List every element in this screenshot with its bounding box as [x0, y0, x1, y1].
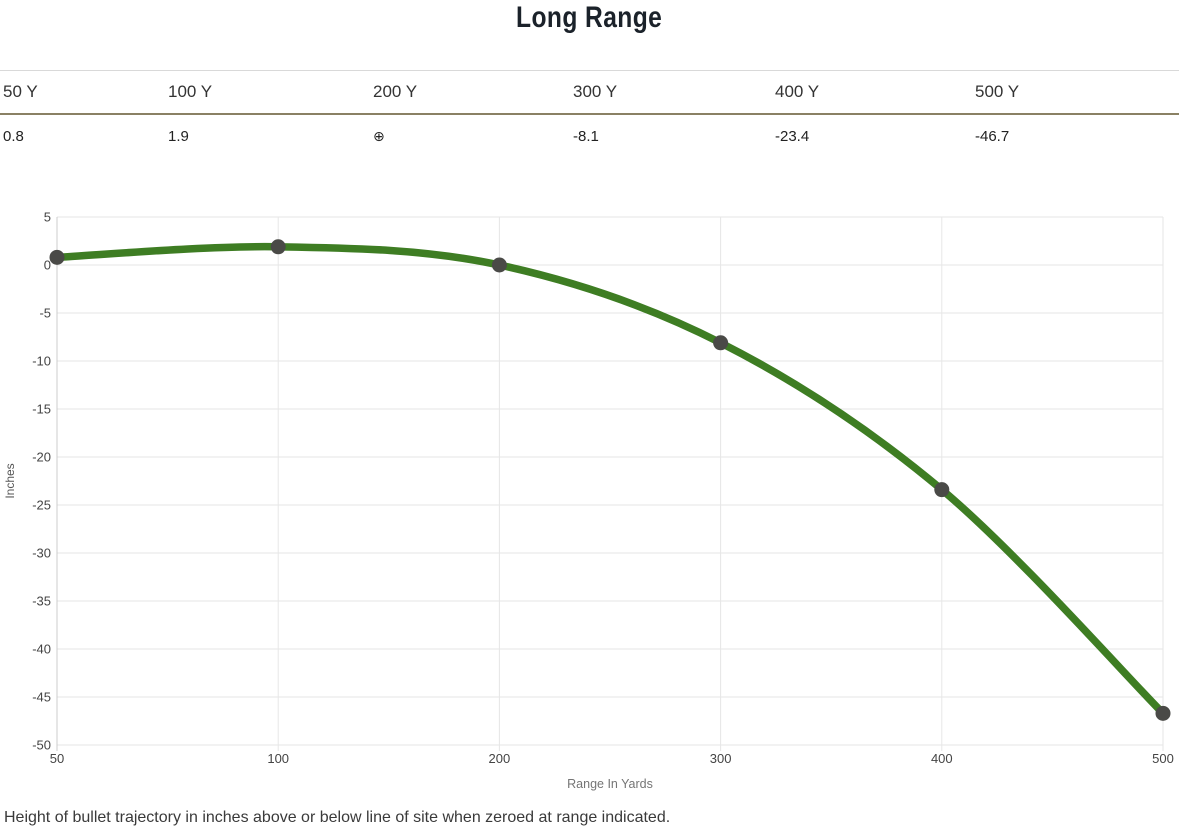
y-tick-label: -10	[32, 354, 51, 369]
y-tick-label: 0	[44, 258, 51, 273]
drop-value-300y: -8.1	[573, 128, 599, 145]
chart-point-100[interactable]	[270, 239, 286, 255]
col-header-100y: 100 Y	[165, 70, 370, 115]
table-header-row: 50 Y 100 Y 200 Y 300 Y 400 Y 500 Y	[0, 70, 1179, 115]
table-value-row: 0.8 1.9 ⊕ -8.1 -23.4 -46.7	[0, 114, 1179, 158]
y-tick-label: -40	[32, 642, 51, 657]
trajectory-line	[53, 242, 1167, 718]
y-tick-label: -45	[32, 690, 51, 705]
chart-point-400[interactable]	[934, 482, 950, 498]
y-tick-label: -5	[39, 306, 51, 321]
x-tick-label: 500	[1152, 751, 1174, 766]
zero-crosshair-icon: ⊕	[373, 129, 385, 145]
drop-value-200y: ⊕	[370, 114, 570, 158]
page-title-text: Long Range	[516, 1, 663, 34]
x-tick-label: 200	[489, 751, 511, 766]
y-tick-label: -15	[32, 402, 51, 417]
col-header-400y: 400 Y	[772, 70, 972, 115]
y-tick-label: -25	[32, 498, 51, 513]
chart-point-300[interactable]	[713, 335, 729, 351]
x-tick-label: 300	[710, 751, 732, 766]
y-tick-label: -50	[32, 738, 51, 753]
chart-point-50[interactable]	[49, 249, 65, 265]
x-tick-label: 100	[267, 751, 289, 766]
drop-value-400y: -23.4	[775, 128, 810, 145]
y-tick-label: -30	[32, 546, 51, 561]
col-header-300y: 300 Y	[570, 70, 772, 115]
x-tick-label: 400	[931, 751, 953, 766]
chart-point-500[interactable]	[1155, 705, 1171, 721]
y-axis-title: Inches	[3, 463, 17, 498]
col-header-200y: 200 Y	[370, 70, 570, 115]
trajectory-table: 50 Y 100 Y 200 Y 300 Y 400 Y 500 Y 0.8 1…	[0, 70, 1179, 158]
x-axis-title: Range In Yards	[567, 777, 653, 791]
col-header-500y: 500 Y	[972, 70, 1179, 115]
y-tick-label: -35	[32, 594, 51, 609]
drop-value-100y: 1.9	[168, 128, 189, 145]
chart-caption: Height of bullet trajectory in inches ab…	[4, 809, 671, 826]
page-title: Long Range	[0, 0, 1179, 35]
chart-point-200[interactable]	[491, 257, 507, 273]
x-tick-label: 50	[50, 751, 64, 766]
trajectory-chart: 5 0 -5 -10 -15 -20 -25 -30 -35 -40 -45 -50 50 100 200 3…	[0, 195, 1179, 795]
drop-value-50y: 0.8	[3, 128, 24, 145]
drop-value-500y: -46.7	[975, 128, 1010, 145]
y-tick-label: -20	[32, 450, 51, 465]
y-tick-label: 5	[44, 210, 51, 225]
col-header-50y: 50 Y	[0, 70, 165, 115]
